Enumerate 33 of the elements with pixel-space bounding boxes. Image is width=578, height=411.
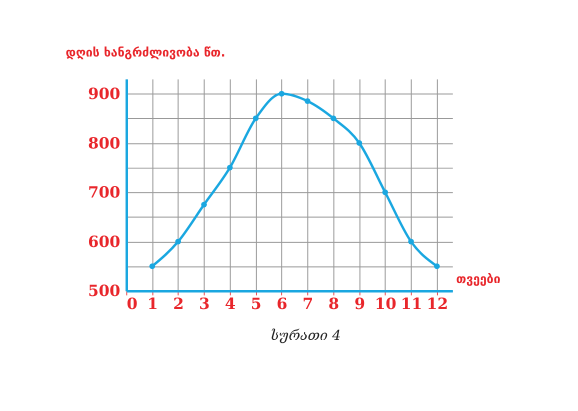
x-tick-label: 0 <box>126 294 138 314</box>
point <box>278 90 285 97</box>
point <box>330 115 336 122</box>
x-axis-title: თვეები <box>456 272 501 286</box>
x-tick-label: 4 <box>224 294 236 314</box>
x-tick-label: 8 <box>328 294 340 314</box>
y-tick-label: 700 <box>88 182 120 202</box>
x-tick-label: 7 <box>302 294 314 314</box>
x-tick-label: 1 <box>147 294 158 314</box>
x-tick-label: 12 <box>426 294 448 314</box>
y-axis-title: დღის ხანგრძლივობა წთ. <box>66 45 226 60</box>
x-tick-label: 11 <box>400 294 422 314</box>
point <box>201 202 207 208</box>
point <box>408 238 414 244</box>
y-tick-label: 500 <box>88 281 120 300</box>
x-tick-label: 2 <box>173 294 184 314</box>
point <box>304 98 310 104</box>
x-tick-label: 5 <box>250 294 262 314</box>
x-tick-label: 9 <box>354 294 366 314</box>
y-tick-label: 600 <box>88 232 120 251</box>
text: სურათი 4 <box>270 328 341 344</box>
y-tick-label: 900 <box>88 84 120 104</box>
point <box>227 164 233 171</box>
point <box>382 189 388 196</box>
x-tick-label: 3 <box>199 294 210 314</box>
point <box>434 263 440 270</box>
y-tick-label: 800 <box>88 133 120 152</box>
point <box>356 140 362 146</box>
point <box>175 238 182 244</box>
x-tick-label: 10 <box>374 294 397 314</box>
x-tick-label: 6 <box>276 294 288 314</box>
point <box>252 115 259 122</box>
point <box>149 263 156 270</box>
